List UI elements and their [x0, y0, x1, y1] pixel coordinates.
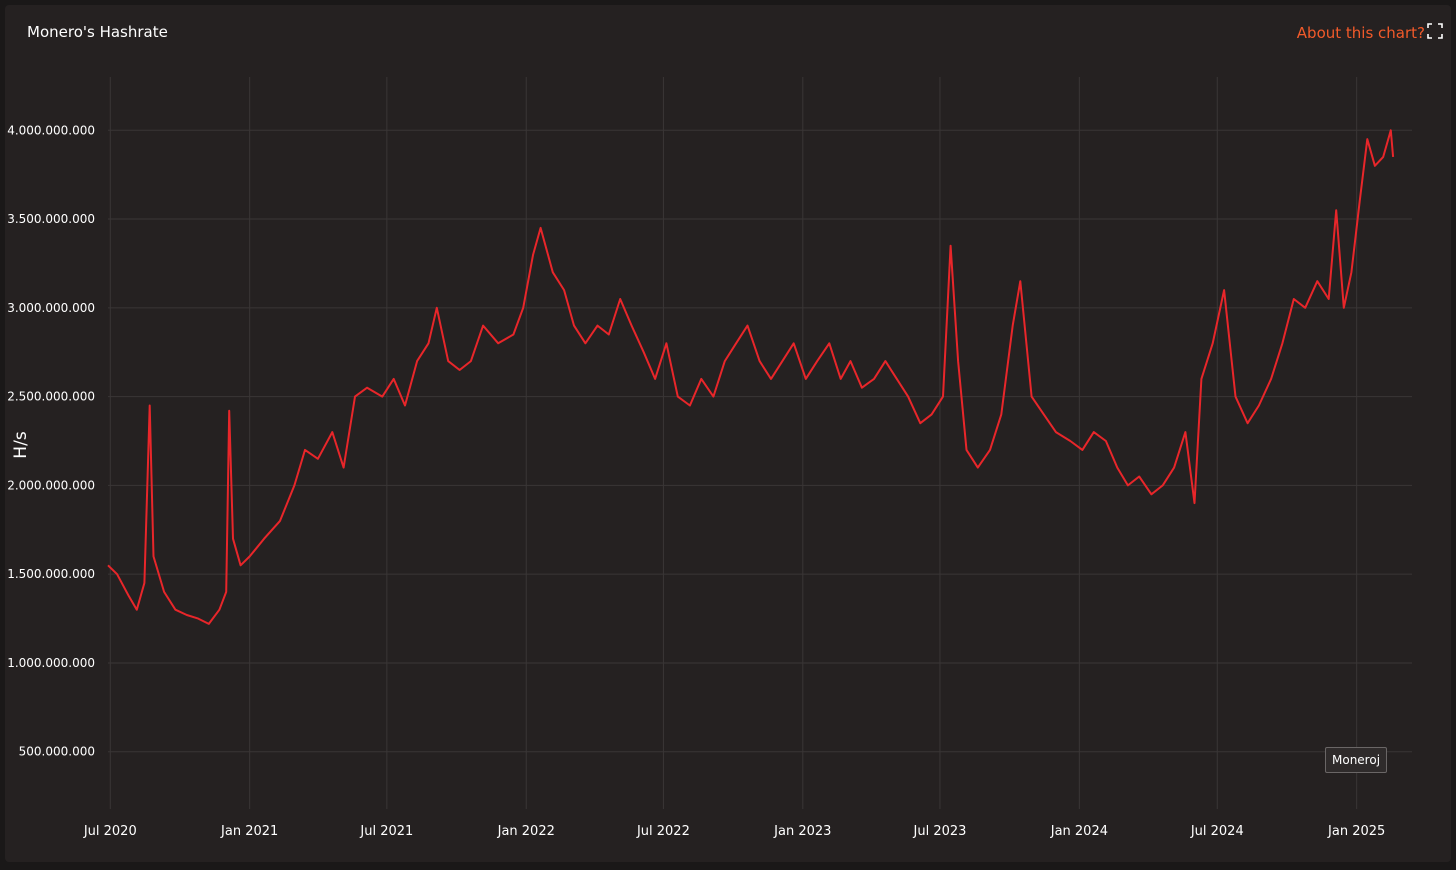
x-tick-label: Jul 2024: [1190, 824, 1244, 839]
chart-title: Monero's Hashrate: [27, 23, 168, 41]
y-tick-label: 1.000.000.000: [7, 656, 95, 670]
x-tick-label: Jan 2023: [773, 824, 831, 839]
credit-badge: Moneroj: [1325, 747, 1388, 773]
y-tick-label: 2.500.000.000: [7, 390, 95, 404]
x-axis-ticks: Jul 2020 Jan 2021 Jul 2021 Jan 2022 Jul 2022…: [83, 824, 1386, 839]
y-tick-label: 3.500.000.000: [7, 212, 95, 226]
x-tick-label: Jan 2024: [1050, 824, 1108, 839]
y-axis-ticks: 500.000.000 1.000.000.000 1.500.000.000 2.0…: [7, 123, 95, 758]
expand-icon[interactable]: [1427, 23, 1443, 39]
x-tick-label: Jan 2021: [220, 824, 278, 839]
hashrate-chart: 500.000.000 1.000.000.000 1.500.000.000 2.0…: [7, 77, 1412, 839]
y-tick-label: 3.000.000.000: [7, 301, 95, 315]
x-tick-label: Jul 2020: [83, 824, 137, 839]
grid-lines: [108, 77, 1412, 809]
x-tick-label: Jan 2022: [497, 824, 555, 839]
x-tick-label: Jul 2021: [359, 824, 413, 839]
x-tick-label: Jan 2025: [1327, 824, 1385, 839]
about-chart-link[interactable]: About this chart?: [1296, 24, 1425, 42]
chart-panel: Monero's Hashrate About this chart? 500.…: [5, 5, 1451, 862]
x-tick-label: Jul 2022: [636, 824, 690, 839]
x-tick-label: Jul 2023: [913, 824, 967, 839]
hashrate-series-line: [107, 129, 1395, 625]
y-tick-label: 500.000.000: [19, 745, 95, 759]
y-axis-label: H/s: [11, 431, 31, 459]
y-tick-label: 4.000.000.000: [7, 123, 95, 137]
y-tick-label: 1.500.000.000: [7, 567, 95, 581]
series-group: [107, 129, 1395, 625]
y-tick-label: 2.000.000.000: [7, 478, 95, 492]
